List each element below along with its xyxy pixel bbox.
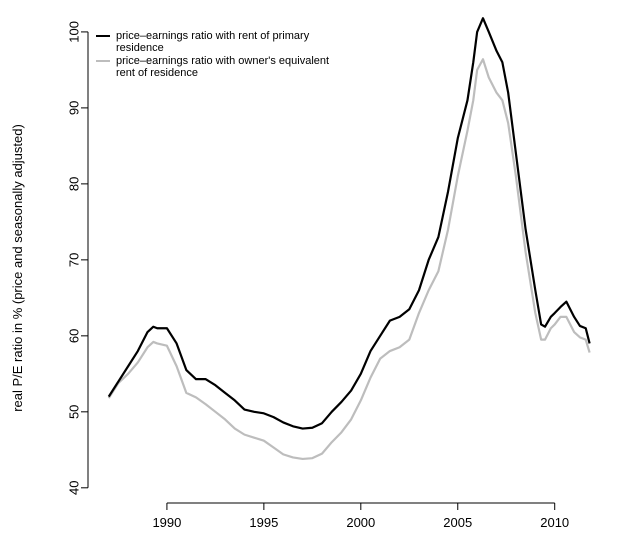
legend-key (96, 60, 110, 62)
x-tick-label: 1995 (249, 515, 278, 530)
x-tick-label: 2010 (540, 515, 569, 530)
series-line (107, 17, 591, 430)
y-tick-label: 100 (67, 21, 82, 43)
series-line (107, 58, 591, 461)
legend-key (96, 35, 110, 37)
x-tick-label: 2000 (346, 515, 375, 530)
y-tick-label: 80 (67, 177, 82, 191)
y-tick-label: 70 (67, 253, 82, 267)
legend-label: price–earnings ratio with rent of primar… (116, 30, 310, 54)
legend-item: price–earnings ratio with owner's equiva… (96, 55, 426, 79)
legend-item: price–earnings ratio with rent of primar… (96, 30, 426, 54)
y-axis-label: real P/E ratio in % (price and seasonall… (10, 124, 25, 412)
x-tick-label: 2005 (443, 515, 472, 530)
legend: price–earnings ratio with rent of primar… (96, 30, 426, 80)
y-tick-label: 40 (67, 481, 82, 495)
y-tick-label: 90 (67, 101, 82, 115)
y-tick-label: 50 (67, 405, 82, 419)
legend-label: price–earnings ratio with owner's equiva… (116, 55, 330, 79)
x-tick-label: 1990 (152, 515, 181, 530)
y-tick-label: 60 (67, 329, 82, 343)
